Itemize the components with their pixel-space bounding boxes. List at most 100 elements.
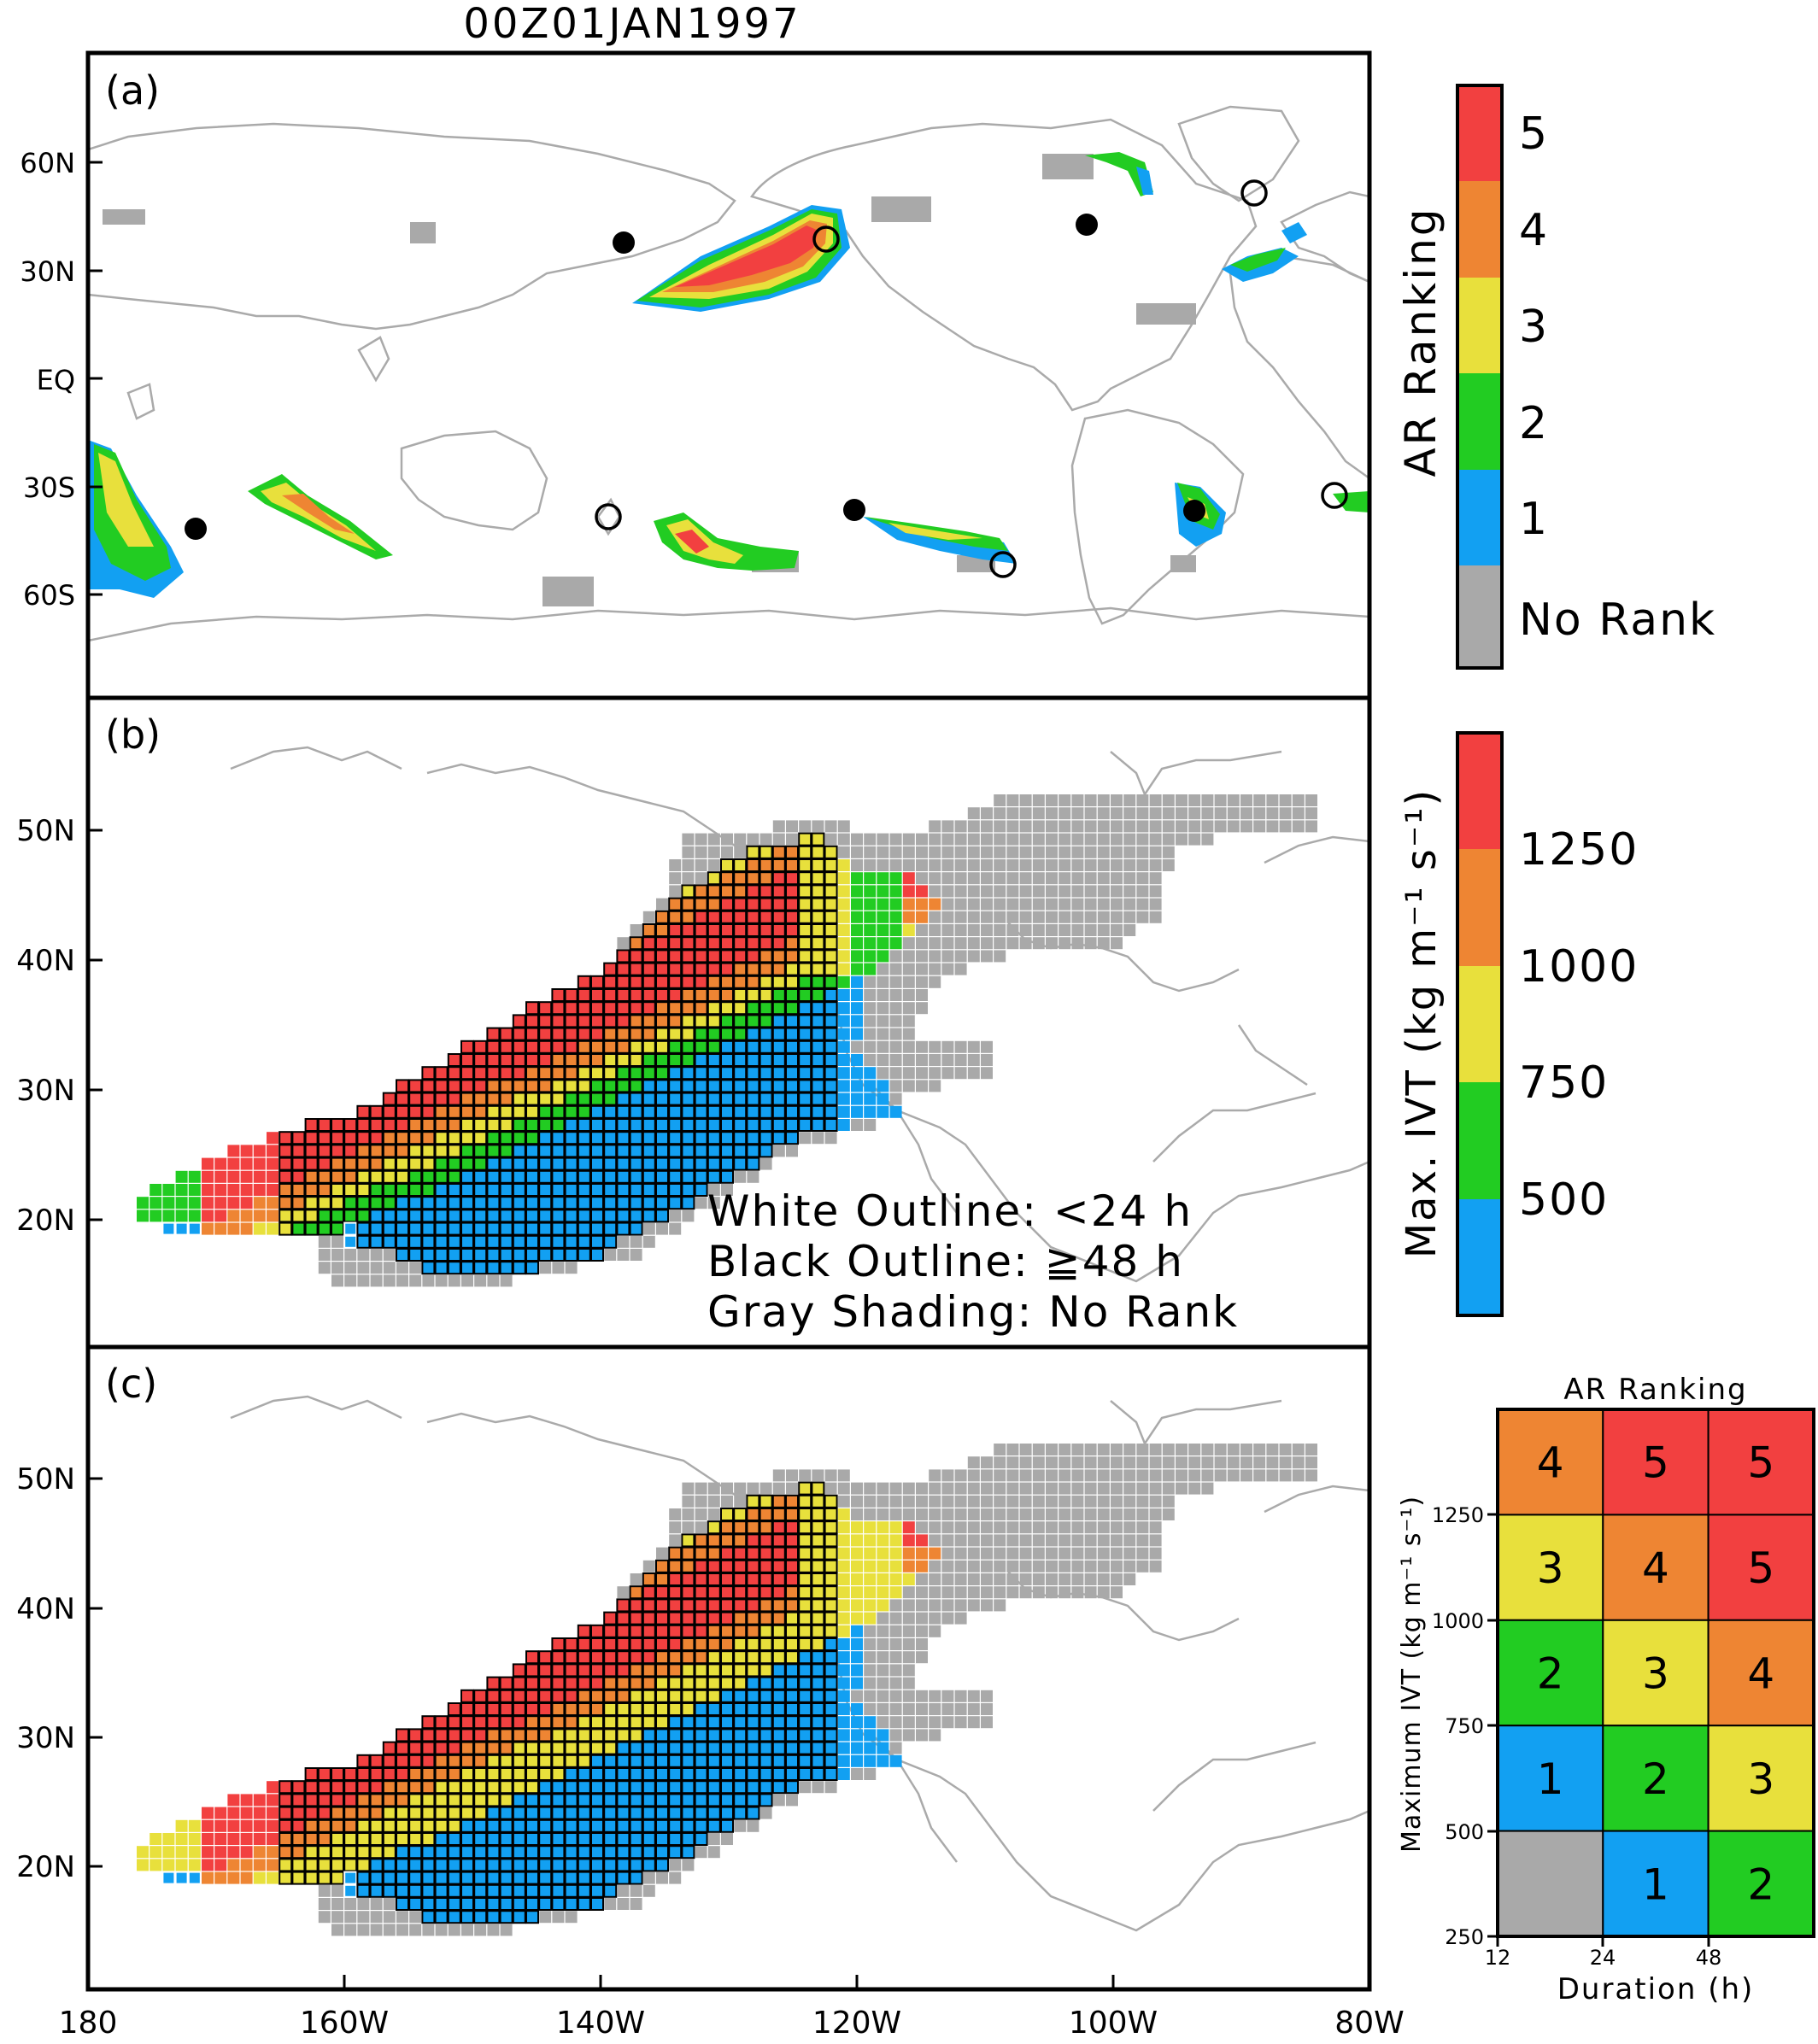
ar-grid-cell (161, 1871, 176, 1885)
ar-grid-cell (733, 1079, 748, 1093)
ar-grid-cell (785, 1520, 799, 1535)
ar-grid-cell (824, 1559, 838, 1573)
ar-grid-cell (499, 1053, 513, 1067)
ar-grid-cell (785, 1118, 799, 1132)
matrix-cell (1707, 1830, 1815, 1938)
ar-grid-cell (267, 1222, 279, 1235)
ar-grid-cell (512, 1845, 526, 1860)
ar-grid-cell (824, 884, 838, 899)
ar-grid-cell (396, 1169, 409, 1184)
ar-grid-cell (486, 1209, 501, 1223)
ar-grid-cell (486, 1689, 501, 1703)
ar-grid-cell (1097, 1560, 1110, 1573)
ar-grid-cell (837, 1028, 850, 1040)
ar-grid-cell (486, 1157, 501, 1171)
ar-grid-cell (357, 1898, 370, 1910)
ivt-tick: 500 (1519, 1174, 1609, 1226)
ar-grid-cell (1084, 872, 1097, 885)
ar-grid-cell (486, 1221, 501, 1236)
ar-grid-cell (447, 1702, 461, 1716)
colorbar-ar-ranking: 5 4 3 2 1 No Rank AR Ranking (1396, 84, 1715, 670)
ar-grid-cell (954, 872, 967, 885)
ar-grid-cell (1071, 885, 1084, 898)
ar-grid-cell (1084, 833, 1097, 846)
ar-grid-cell (929, 1534, 941, 1547)
ar-grid-cell (629, 1169, 643, 1184)
ar-grid-cell (500, 1274, 513, 1287)
ar-grid-cell (994, 1508, 1006, 1520)
ar-grid-cell (694, 949, 708, 963)
ar-grid-cell (771, 1611, 786, 1625)
ar-grid-cell (616, 1676, 630, 1690)
ar-grid-cell (720, 910, 734, 924)
ar-grid-cell (1136, 833, 1149, 846)
ar-grid-cell (707, 1520, 721, 1535)
ar-grid-cell (512, 1897, 526, 1911)
ar-grid-cell (1006, 1482, 1019, 1495)
lat-label: 20N (16, 1850, 75, 1884)
ar-grid-cell (1162, 820, 1175, 833)
ar-grid-cell (707, 1482, 720, 1495)
ar-grid-cell (538, 1871, 553, 1885)
ar-grid-cell (1006, 1444, 1019, 1455)
ar-grid-cell (902, 1690, 915, 1702)
ar-grid-cell (603, 1092, 618, 1106)
ar-grid-cell (759, 1676, 773, 1690)
ar-grid-cell (733, 1001, 748, 1016)
ar-grid-cell (1305, 1444, 1317, 1455)
ar-grid-cell (929, 1040, 941, 1053)
ar-grid-cell (811, 1676, 825, 1690)
ar-grid-cell (629, 975, 643, 989)
ar-grid-cell (967, 1716, 980, 1729)
ar-grid-cell (382, 1144, 396, 1158)
ar-grid-cell (525, 1689, 539, 1703)
ar-grid-cell (642, 1040, 656, 1054)
ar-grid-cell (227, 1222, 240, 1235)
ar-grid-cell (577, 1793, 591, 1807)
ar-grid-cell (877, 950, 889, 963)
ar-grid-cell (941, 898, 954, 911)
ar-grid-cell (369, 1845, 384, 1860)
ar-grid-cell (1059, 898, 1071, 911)
ar-grid-cell (642, 911, 655, 923)
ar-grid-cell (577, 1780, 591, 1795)
ar-grid-cell (357, 1911, 370, 1924)
ar-grid-cell (447, 1741, 461, 1755)
ar-grid-cell (954, 898, 967, 911)
ar-grid-cell (434, 1858, 449, 1872)
ar-grid-cell (240, 1859, 253, 1871)
ar-grid-cell (590, 1104, 604, 1119)
ar-grid-cell (694, 1598, 708, 1613)
ar-grid-cell (864, 950, 877, 963)
ar-grid-cell (421, 1079, 436, 1093)
ar-grid-cell (577, 1897, 591, 1911)
ar-grid-cell (1305, 1469, 1317, 1482)
ar-grid-cell (786, 1794, 798, 1807)
ar-grid-cell (916, 1547, 928, 1560)
ar-grid-cell (889, 898, 902, 911)
ar-grid-cell (695, 1197, 707, 1209)
ar-grid-cell (837, 963, 850, 975)
ar-grid-cell (512, 1728, 526, 1742)
ar-grid-cell (954, 1573, 967, 1585)
ar-grid-cell (707, 1131, 721, 1145)
ar-grid-cell (369, 1169, 384, 1184)
ar-grid-cell (460, 1858, 474, 1872)
ar-grid-cell (1006, 885, 1019, 898)
ar-grid-cell (1084, 1560, 1097, 1573)
ar-grid-cell (512, 1118, 526, 1132)
ar-grid-cell (460, 1183, 474, 1197)
ar-grid-cell (642, 1560, 655, 1573)
ar-grid-cell (864, 1651, 877, 1664)
ar-grid-cell (291, 1183, 306, 1197)
ar-grid-cell (1046, 807, 1058, 820)
ar-grid-cell (421, 1183, 436, 1197)
ar-grid-cell (1071, 859, 1084, 871)
ar-grid-cell (824, 1014, 838, 1028)
ar-grid-cell (655, 1169, 669, 1184)
ar-grid-cell (551, 1144, 566, 1158)
ar-grid-cell (616, 1118, 630, 1132)
ar-grid-cell (512, 1754, 526, 1768)
ar-grid-cell (771, 1741, 786, 1755)
ar-grid-cell (707, 1573, 721, 1586)
